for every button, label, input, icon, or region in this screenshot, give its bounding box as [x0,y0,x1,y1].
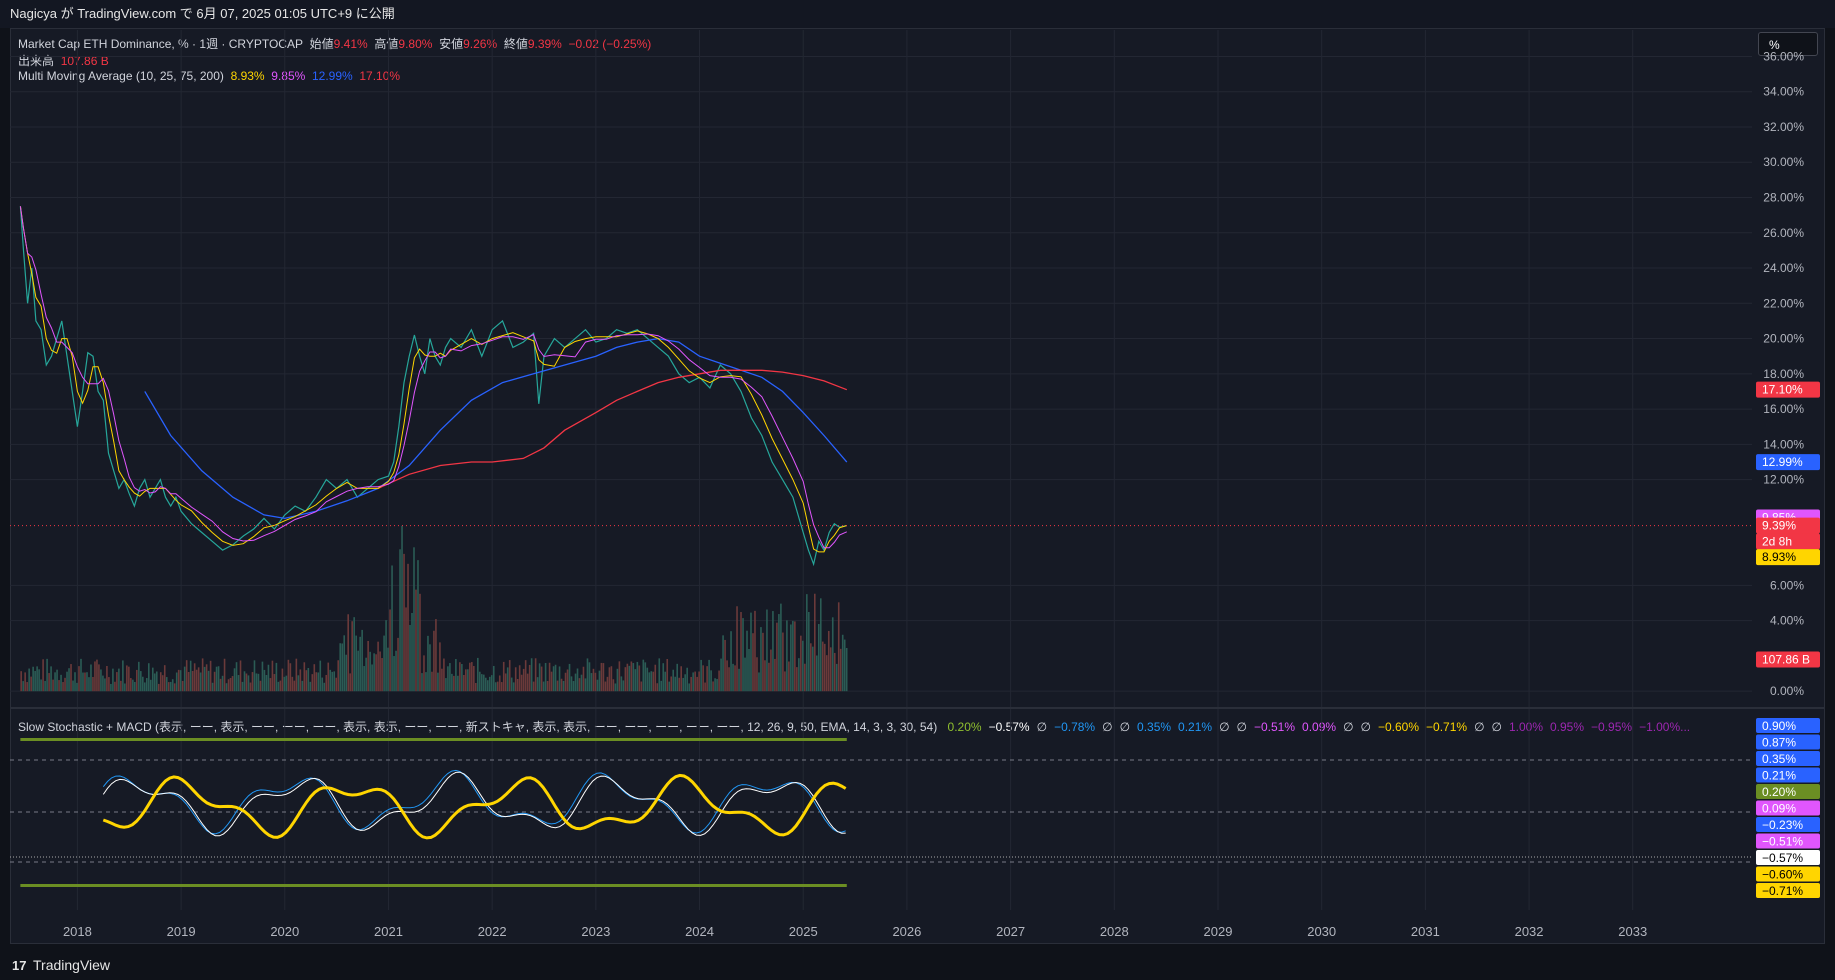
stoch-value-2: ∅ [1036,720,1048,734]
tradingview-logo-icon: 17 [12,958,27,973]
stoch-value-6: 0.35% [1137,720,1172,734]
mma10-value: 8.93% [230,69,265,83]
stoch-macd-label[interactable]: Slow Stochastic + MACD (表示, ーー, 表示, ーー, … [18,720,938,734]
stoch-value-12: ∅ [1343,720,1354,734]
stoch-value-11: 0.09% [1302,720,1337,734]
mma-label[interactable]: Multi Moving Average (10, 25, 75, 200) [18,69,224,83]
stoch-value-21: −1.00%... [1639,720,1691,734]
symbol-title[interactable]: Market Cap ETH Dominance, % · 1週 · CRYPT… [18,37,303,51]
open-value: 9.41% [333,37,368,51]
stoch-value-14: −0.60% [1377,720,1420,734]
stoch-value-20: −0.95% [1591,720,1633,734]
volume-legend: 出来高 107.86 B [18,52,109,69]
symbol-legend: Market Cap ETH Dominance, % · 1週 · CRYPT… [18,35,651,52]
mma200-value: 17.10% [359,69,401,83]
percent-scale-button[interactable]: % [1758,32,1818,56]
stoch-value-3: −0.78% [1054,720,1096,734]
published-header: Nagicya が TradingView.com で 6月 07, 2025 … [0,0,1835,28]
close-label: 終値 [503,37,528,51]
chart-frame [10,28,1825,944]
stoch-value-19: 0.95% [1550,720,1585,734]
stoch-macd-legend: Slow Stochastic + MACD (表示, ーー, 表示, ーー, … [18,718,1690,735]
stoch-value-10: −0.51% [1253,720,1296,734]
volume-label[interactable]: 出来高 [18,54,55,68]
volume-value: 107.86 B [60,54,109,68]
footer-brand: TradingView [33,957,111,973]
low-value: 9.26% [463,37,498,51]
stoch-value-8: ∅ [1219,720,1230,734]
stoch-value-17: ∅ [1491,720,1502,734]
stoch-value-18: 1.00% [1508,720,1543,734]
stoch-macd-values: 0.20% −0.57% ∅ −0.78% ∅ ∅ 0.35% 0.21% ∅ ∅ −0.51% 0.… [941,720,1691,734]
stoch-value-13: ∅ [1360,720,1371,734]
stoch-value-7: 0.21% [1178,720,1213,734]
low-label: 安値 [439,37,464,51]
stoch-value-9: ∅ [1236,720,1247,734]
stoch-value-15: −0.71% [1426,720,1468,734]
high-value: 9.80% [398,37,433,51]
footer: 17 TradingView [0,952,1835,980]
close-value: 9.39% [527,37,562,51]
mma-legend: Multi Moving Average (10, 25, 75, 200) 8… [18,69,400,83]
change-value: −0.02 (−0.25%) [568,37,652,51]
stoch-value-1: −0.57% [988,720,1030,734]
stoch-value-16: ∅ [1474,720,1485,734]
stoch-value-4: ∅ [1102,720,1113,734]
stoch-value-0: 0.20% [947,720,982,734]
mma75-value: 12.99% [311,69,353,83]
mma25-value: 9.85% [271,69,306,83]
stoch-value-5: ∅ [1119,720,1131,734]
open-label: 始値 [309,37,334,51]
high-label: 高値 [374,37,399,51]
